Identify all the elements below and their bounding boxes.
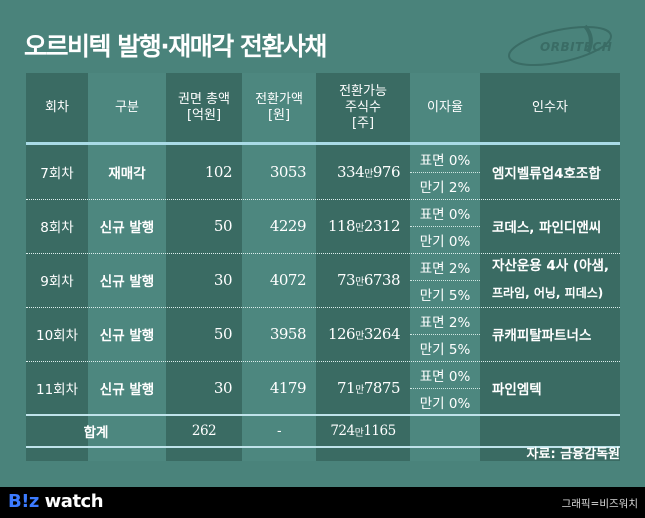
column-backgrounds	[26, 73, 620, 461]
cell-face-value: 50	[213, 217, 233, 235]
cell-interest-rate: 표면 0% 만기 0%	[410, 199, 480, 253]
cell-type: 신규 발행	[99, 328, 155, 344]
cell-interest-rate: 표면 0% 만기 0%	[410, 361, 480, 415]
header-face-value: 권면 총액 [억원]	[178, 91, 230, 123]
cell-convertible-shares: 118 만 2312	[327, 217, 401, 235]
cell-type: 신규 발행	[99, 274, 155, 290]
coupon-rate: 표면 0%	[419, 152, 471, 169]
cell-conversion-price: 3958	[269, 325, 307, 343]
footer-bar: B!z watch 그래픽=비즈워치	[0, 487, 645, 518]
cell-interest-rate: 표면 2% 만기 5%	[410, 253, 480, 307]
cell-buyer: 큐캐피탈파트너스	[492, 328, 592, 344]
total-rule-bottom	[26, 446, 620, 448]
total-face-value: 262	[191, 423, 217, 439]
cell-round: 7회차	[40, 166, 74, 182]
table-row: 9회차 신규 발행 30 4072 73 만 6738 표면 2% 만기 5% 자산…	[26, 253, 620, 307]
cell-type: 신규 발행	[99, 220, 155, 236]
maturity-rate: 만기 0%	[419, 233, 471, 250]
cell-round: 11회차	[35, 382, 79, 398]
cell-face-value: 102	[204, 163, 233, 181]
total-label: 합계	[83, 425, 109, 441]
cell-convertible-shares: 73 만 6738	[337, 271, 400, 289]
table-header: 회차 구분 권면 총액 [억원] 전환가액 [원] 전환가능 주식수 [주] 이…	[26, 73, 620, 142]
bizwatch-logo: B!z watch	[8, 491, 104, 512]
graphic-credit: 그래픽=비즈워치	[561, 498, 638, 510]
maturity-rate: 만기 5%	[419, 287, 471, 304]
cell-buyer: 엠지벨류업4호조합	[492, 166, 601, 182]
coupon-rate: 표면 0%	[419, 368, 471, 385]
cell-buyer: 파인엠텍	[492, 382, 542, 398]
header-type: 구분	[115, 99, 139, 115]
cell-conversion-price: 4072	[269, 271, 307, 289]
cell-conversion-price: 3053	[269, 163, 307, 181]
header-round: 회차	[45, 99, 69, 115]
cell-face-value: 30	[213, 379, 233, 397]
maturity-rate: 만기 5%	[419, 341, 471, 358]
header-rule	[26, 142, 620, 145]
cell-convertible-shares: 71 만 7875	[337, 379, 400, 397]
coupon-rate: 표면 0%	[419, 206, 471, 223]
cell-round: 9회차	[40, 274, 74, 290]
cell-type: 신규 발행	[99, 382, 155, 398]
cell-face-value: 50	[213, 325, 233, 343]
total-conversion-price: -	[276, 423, 282, 439]
cell-convertible-shares: 334 만 976	[337, 163, 400, 181]
logo-text: ORBITECH	[540, 40, 613, 54]
cell-face-value: 30	[213, 271, 233, 289]
cell-type: 재매각	[108, 166, 146, 182]
cell-conversion-price: 4229	[269, 217, 307, 235]
table-row: 8회차 신규 발행 50 4229 118 만 2312 표면 0% 만기 0% 코…	[26, 199, 620, 253]
cell-conversion-price: 4179	[269, 379, 307, 397]
table-row: 11회차 신규 발행 30 4179 71 만 7875 표면 0% 만기 0% 파…	[26, 361, 620, 415]
header-interest-rate: 이자율	[427, 99, 463, 115]
cell-round: 10회차	[35, 328, 79, 344]
header-conversion-price: 전환가액 [원]	[255, 91, 303, 123]
cell-buyer: 코데스, 파인디앤씨	[492, 220, 602, 236]
header-buyer: 인수자	[532, 99, 568, 115]
header-convertible-shares: 전환가능 주식수 [주]	[339, 83, 387, 131]
maturity-rate: 만기 2%	[419, 179, 471, 196]
total-rule-top	[26, 414, 620, 416]
table-row: 10회차 신규 발행 50 3958 126 만 3264 표면 2% 만기 5% …	[26, 307, 620, 361]
cell-interest-rate: 표면 0% 만기 2%	[410, 145, 480, 199]
page-title: 오르비텍 발행·재매각 전환사채	[24, 32, 327, 61]
cell-buyer: 자산운용 4사 (아샘, 프라임, 어닝, 피데스)	[492, 258, 610, 300]
cell-convertible-shares: 126 만 3264	[327, 325, 401, 343]
orbitech-logo-icon	[508, 24, 612, 67]
orbitech-logo: ORBITECH	[500, 18, 630, 68]
cell-round: 8회차	[40, 220, 74, 236]
coupon-rate: 표면 2%	[419, 314, 471, 331]
cell-interest-rate: 표면 2% 만기 5%	[410, 307, 480, 361]
coupon-rate: 표면 2%	[419, 260, 471, 277]
source-note: 자료: 금융감독원	[526, 447, 620, 462]
total-convertible-shares: 724 만 1165	[330, 423, 396, 439]
maturity-rate: 만기 0%	[419, 395, 471, 412]
table-row: 7회차 재매각 102 3053 334 만 976 표면 0% 만기 2% 엠지벨…	[26, 145, 620, 199]
total-row: 합계 262 - 724 만 1165	[26, 416, 620, 446]
